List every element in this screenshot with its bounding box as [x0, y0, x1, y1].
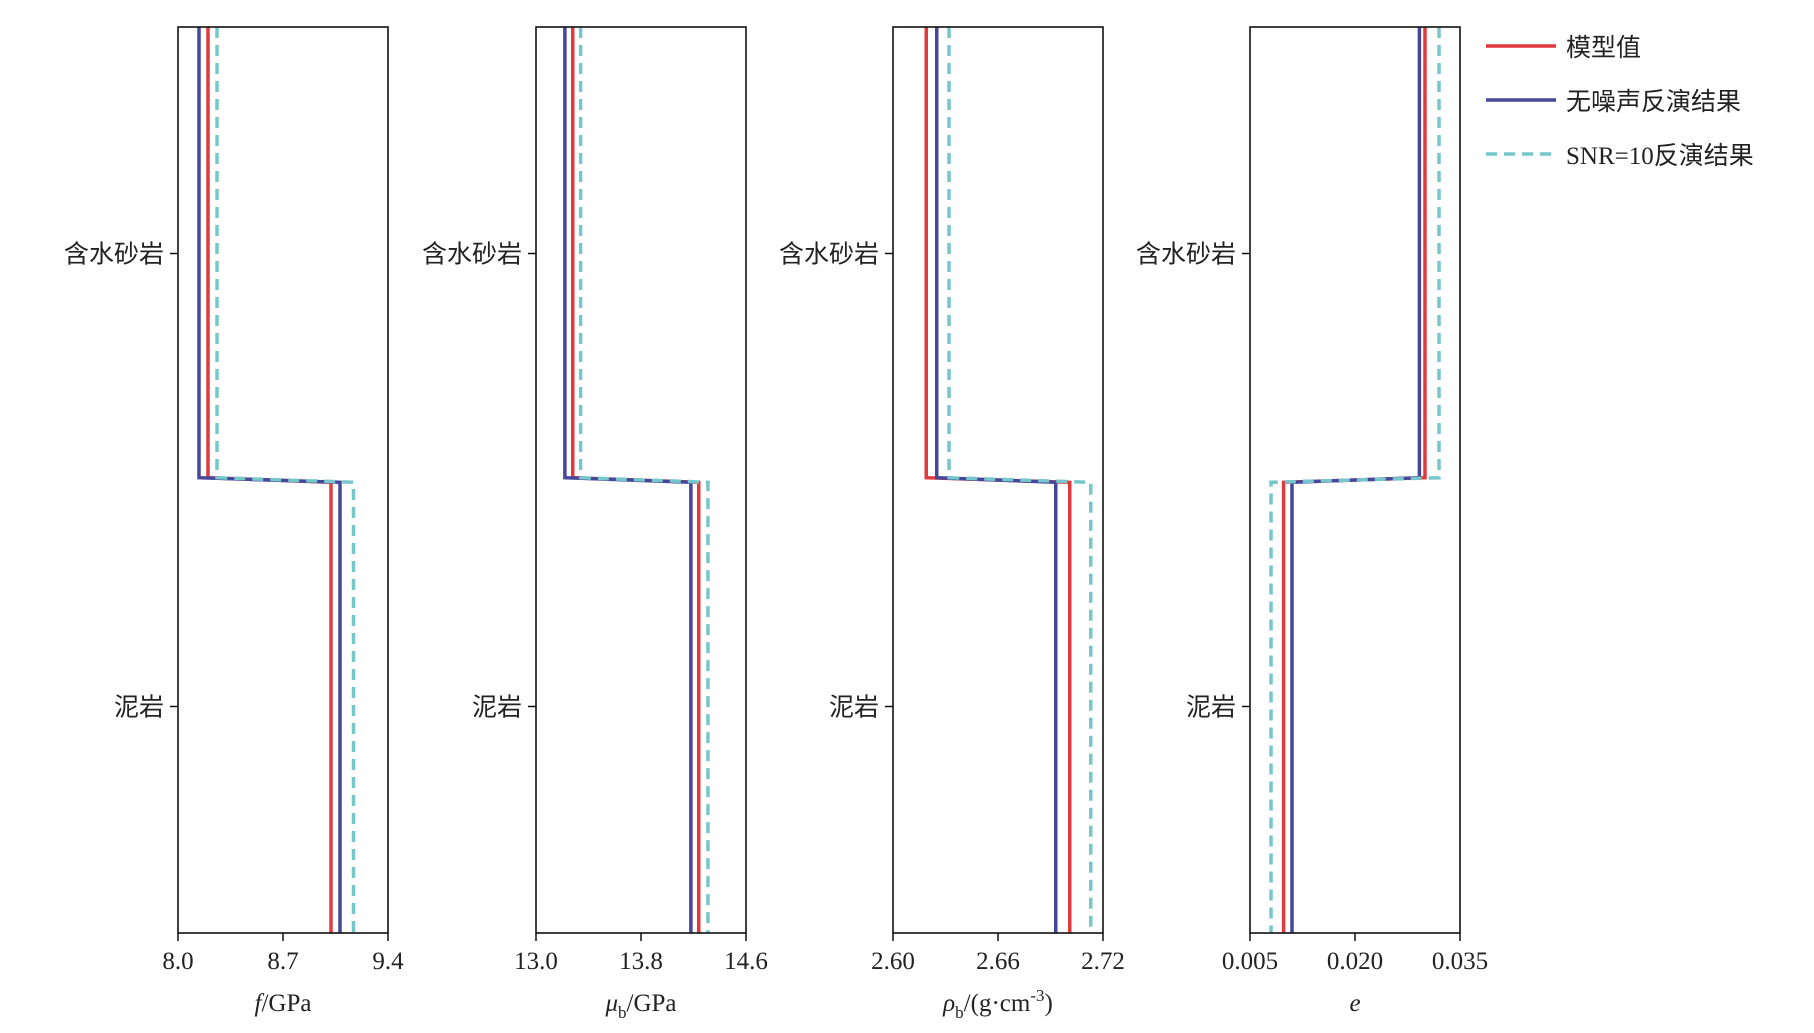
x-tick-label: 0.020	[1327, 948, 1383, 975]
legend-label: SNR=10反演结果	[1566, 142, 1754, 170]
x-axis-label-part: )	[1044, 990, 1052, 1017]
x-tick-label: 14.6	[724, 948, 768, 975]
y-tick-label: 泥岩	[829, 694, 879, 722]
x-axis-label-part: μ	[604, 990, 618, 1017]
x-axis-label: μb/GPa	[604, 990, 676, 1022]
x-axis-label-part: ρ	[942, 990, 955, 1017]
x-tick-label: 13.8	[619, 948, 663, 975]
x-axis-label: e	[1349, 990, 1360, 1017]
series-line	[1269, 27, 1441, 933]
series-line	[578, 27, 710, 933]
x-axis-label-part: e	[1349, 990, 1360, 1017]
series-line	[215, 27, 356, 933]
series-line	[1290, 27, 1422, 933]
y-tick-label: 含水砂岩	[64, 241, 164, 269]
y-tick-label: 含水砂岩	[422, 241, 522, 269]
x-tick-label: 2.60	[871, 948, 915, 975]
x-tick-label: 8.7	[267, 948, 298, 975]
x-axis-label-part: -3	[1030, 986, 1044, 1005]
x-axis-label-part: b	[618, 1003, 627, 1022]
x-axis-label-part: /(g·cm	[964, 990, 1031, 1017]
series-line	[197, 27, 342, 933]
series-line	[563, 27, 693, 933]
x-axis-label-part: f	[255, 990, 265, 1017]
x-axis-label-part: /GPa	[261, 990, 311, 1017]
x-tick-label: 2.72	[1081, 948, 1125, 975]
y-tick-label: 含水砂岩	[1136, 241, 1236, 269]
x-axis-label: ρb/(g·cm-3)	[942, 986, 1053, 1022]
x-axis-label-part: /GPa	[627, 990, 677, 1017]
x-tick-label: 2.66	[976, 948, 1020, 975]
x-axis-label-part: b	[955, 1003, 964, 1022]
series-line	[935, 27, 1058, 933]
y-tick-label: 泥岩	[1186, 694, 1236, 722]
y-tick-label: 含水砂岩	[779, 241, 879, 269]
x-tick-label: 8.0	[162, 948, 193, 975]
x-tick-label: 0.035	[1432, 948, 1488, 975]
x-axis-label: f/GPa	[255, 990, 312, 1017]
x-tick-label: 9.4	[372, 948, 404, 975]
legend-label: 模型值	[1566, 34, 1641, 62]
y-tick-label: 泥岩	[114, 694, 164, 722]
y-tick-label: 泥岩	[472, 694, 522, 722]
legend-label: 无噪声反演结果	[1566, 88, 1741, 116]
x-tick-label: 0.005	[1222, 948, 1278, 975]
series-line	[947, 27, 1093, 933]
x-tick-label: 13.0	[514, 948, 558, 975]
